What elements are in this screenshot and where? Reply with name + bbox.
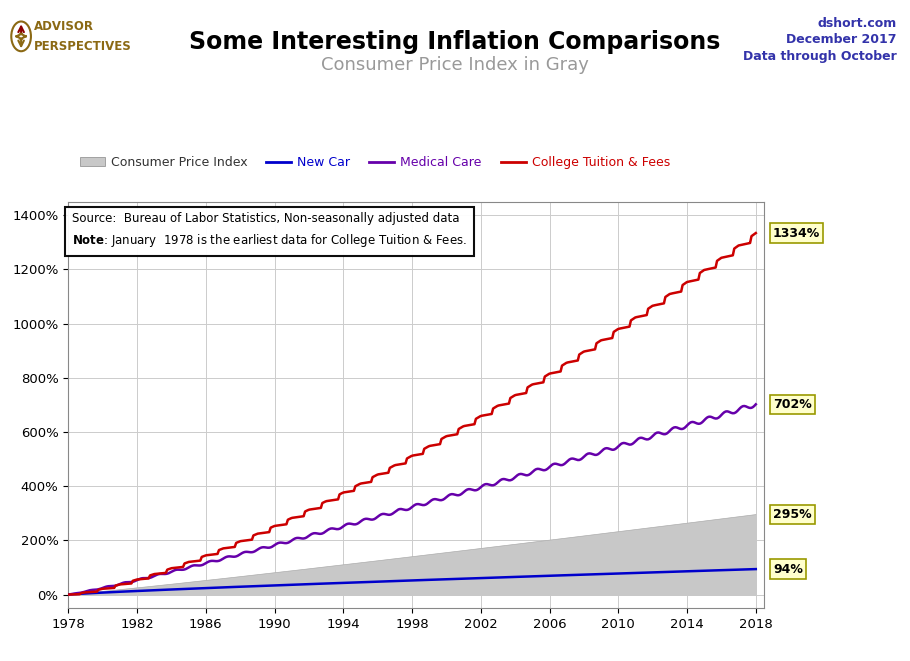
Text: 1334%: 1334% [773,227,820,239]
Text: Data through October: Data through October [743,50,896,63]
Text: 295%: 295% [773,508,812,521]
Text: 94%: 94% [773,563,803,576]
Text: 702%: 702% [773,398,812,411]
Text: December 2017: December 2017 [786,33,896,46]
Text: Some Interesting Inflation Comparisons: Some Interesting Inflation Comparisons [189,30,721,54]
Text: dshort.com: dshort.com [817,17,896,30]
Text: Consumer Price Index in Gray: Consumer Price Index in Gray [321,56,589,74]
Text: ADVISOR: ADVISOR [35,20,95,33]
Text: Source:  Bureau of Labor Statistics, Non-seasonally adjusted data
$\bf{Note}$: J: Source: Bureau of Labor Statistics, Non-… [72,212,467,249]
Legend: Consumer Price Index, New Car, Medical Care, College Tuition & Fees: Consumer Price Index, New Car, Medical C… [75,151,675,174]
Text: PERSPECTIVES: PERSPECTIVES [35,40,132,53]
